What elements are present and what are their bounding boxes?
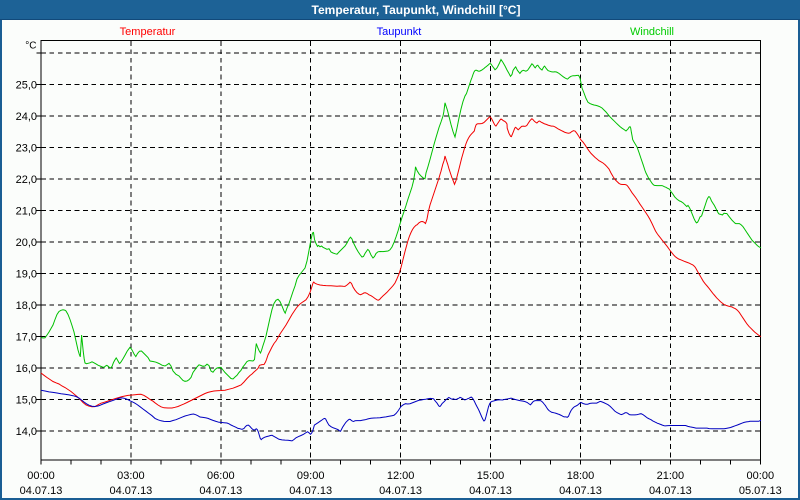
svg-text:14,0: 14,0 bbox=[16, 426, 37, 438]
svg-text:06:00: 06:00 bbox=[207, 470, 235, 482]
svg-text:12:00: 12:00 bbox=[387, 470, 415, 482]
svg-text:04.07.13: 04.07.13 bbox=[649, 485, 692, 497]
svg-text:25,0: 25,0 bbox=[16, 80, 37, 92]
svg-text:23,0: 23,0 bbox=[16, 143, 37, 155]
svg-text:04.07.13: 04.07.13 bbox=[20, 485, 63, 497]
svg-text:15:00: 15:00 bbox=[477, 470, 505, 482]
svg-text:04.07.13: 04.07.13 bbox=[289, 485, 332, 497]
svg-text:15,0: 15,0 bbox=[16, 395, 37, 407]
svg-text:16,0: 16,0 bbox=[16, 363, 37, 375]
svg-text:22,0: 22,0 bbox=[16, 174, 37, 186]
svg-text:00:00: 00:00 bbox=[747, 470, 775, 482]
svg-text:04.07.13: 04.07.13 bbox=[469, 485, 512, 497]
svg-text:04.07.13: 04.07.13 bbox=[559, 485, 602, 497]
svg-text:18,0: 18,0 bbox=[16, 300, 37, 312]
svg-text:18:00: 18:00 bbox=[567, 470, 595, 482]
svg-text:20,0: 20,0 bbox=[16, 237, 37, 249]
svg-text:00:00: 00:00 bbox=[27, 470, 55, 482]
svg-text:04.07.13: 04.07.13 bbox=[379, 485, 422, 497]
svg-text:°C: °C bbox=[25, 41, 36, 52]
svg-text:21:00: 21:00 bbox=[657, 470, 685, 482]
svg-text:03:00: 03:00 bbox=[117, 470, 145, 482]
svg-text:04.07.13: 04.07.13 bbox=[199, 485, 242, 497]
svg-text:19,0: 19,0 bbox=[16, 269, 37, 281]
svg-text:17,0: 17,0 bbox=[16, 332, 37, 344]
svg-text:09:00: 09:00 bbox=[297, 470, 325, 482]
svg-text:24,0: 24,0 bbox=[16, 111, 37, 123]
svg-text:05.07.13: 05.07.13 bbox=[739, 485, 782, 497]
svg-text:04.07.13: 04.07.13 bbox=[109, 485, 152, 497]
svg-text:21,0: 21,0 bbox=[16, 206, 37, 218]
